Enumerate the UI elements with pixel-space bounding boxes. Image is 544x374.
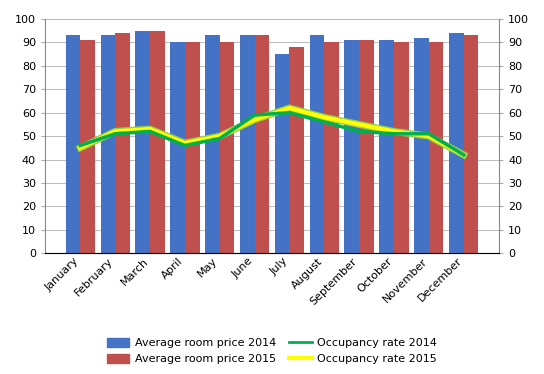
Bar (170, 42, 185, 253)
Legend: Average room price 2014, Average room price 2015, Occupancy rate 2014, Occupancy: Average room price 2014, Average room pr… (103, 333, 441, 368)
Bar (379, 40, 394, 253)
Bar (429, 42, 443, 253)
Bar (101, 36, 115, 253)
Bar (185, 42, 200, 253)
Bar (240, 36, 255, 253)
Bar (359, 40, 374, 253)
Bar (275, 54, 289, 253)
Bar (463, 36, 478, 253)
Bar (449, 33, 463, 253)
Bar (255, 36, 269, 253)
Bar (220, 42, 234, 253)
Bar (205, 36, 220, 253)
Bar (115, 33, 130, 253)
Bar (135, 31, 150, 253)
Bar (289, 47, 304, 253)
Bar (81, 40, 95, 253)
Bar (344, 40, 359, 253)
Bar (310, 36, 324, 253)
Bar (150, 31, 165, 253)
Bar (414, 38, 429, 253)
Bar (66, 36, 81, 253)
Bar (394, 42, 409, 253)
Bar (324, 42, 339, 253)
